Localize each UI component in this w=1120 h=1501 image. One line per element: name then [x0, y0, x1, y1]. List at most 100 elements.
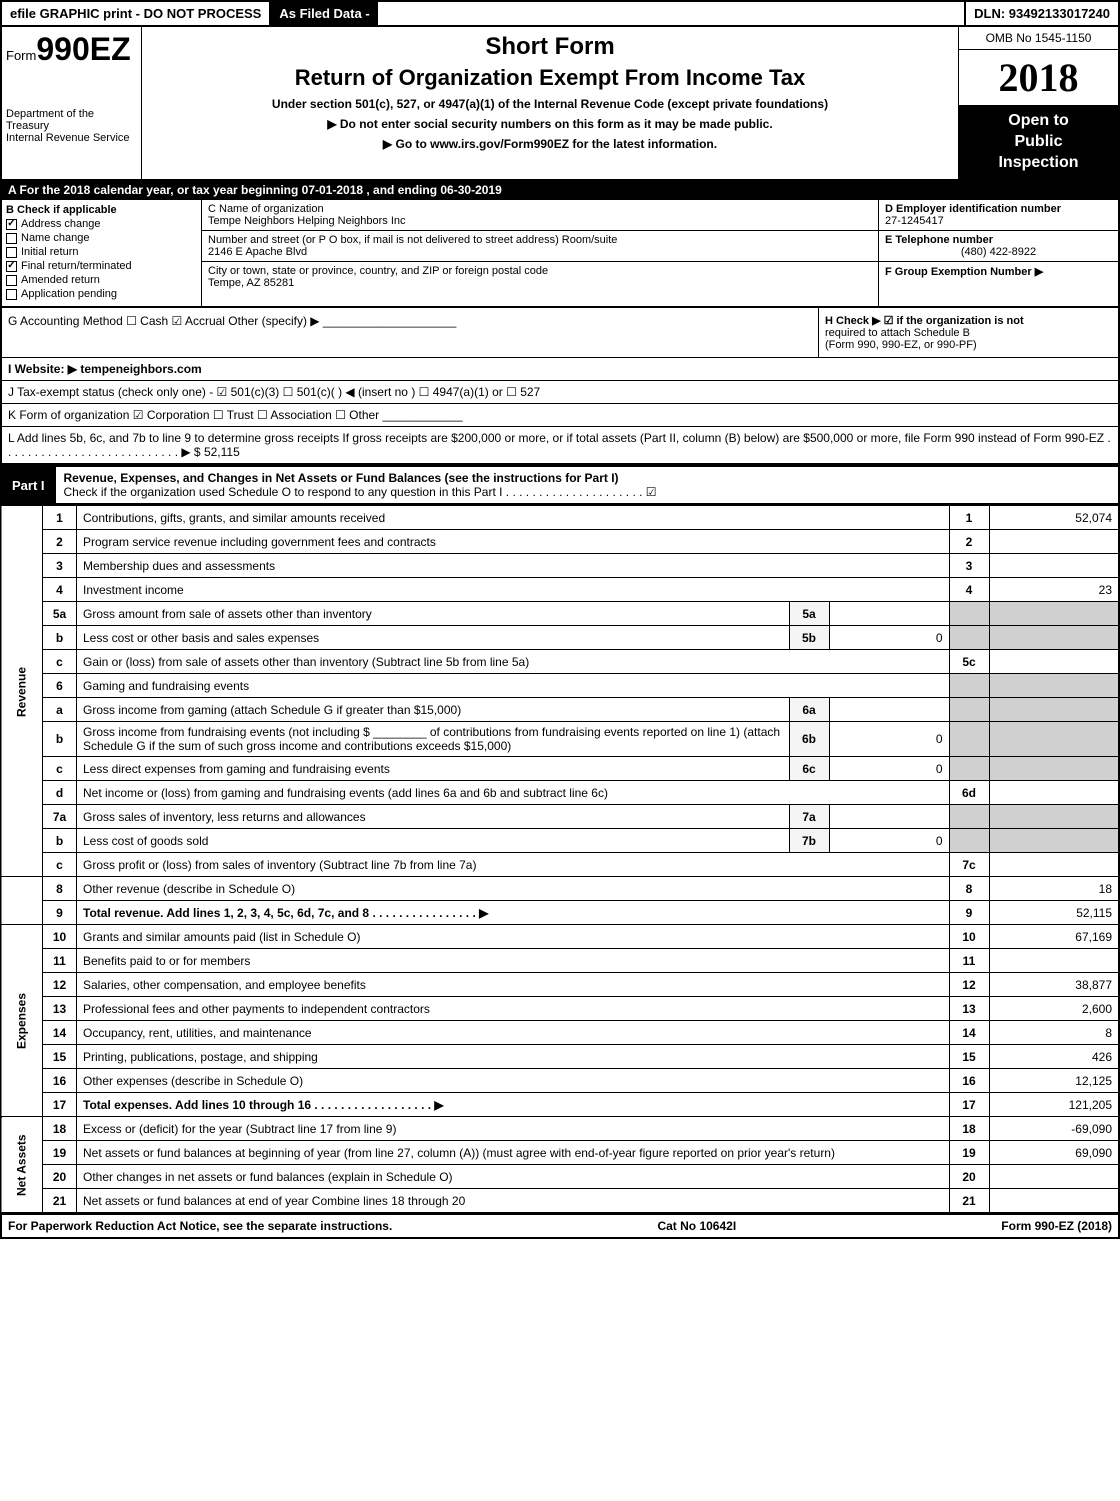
line8-value: 18 [989, 877, 1119, 901]
goto-link[interactable]: ▶ Go to www.irs.gov/Form990EZ for the la… [154, 137, 946, 151]
checkbox-icon [6, 247, 17, 258]
checkbox-icon [6, 233, 17, 244]
org-name: Tempe Neighbors Helping Neighbors Inc [208, 215, 872, 227]
open-to-public: Open to Public Inspection [959, 105, 1118, 179]
table-row: b Less cost of goods sold 7b 0 [1, 829, 1119, 853]
table-row: Revenue 1 Contributions, gifts, grants, … [1, 506, 1119, 530]
entity-info-row: B Check if applicable Address change Nam… [0, 200, 1120, 308]
line9-value: 52,115 [989, 901, 1119, 925]
part1-table: Revenue 1 Contributions, gifts, grants, … [0, 505, 1120, 1214]
form-header: Form990EZ Department of the Treasury Int… [0, 27, 1120, 180]
line16-value: 12,125 [989, 1069, 1119, 1093]
line1-value: 52,074 [989, 506, 1119, 530]
table-row: 21 Net assets or fund balances at end of… [1, 1189, 1119, 1213]
efile-topbar: efile GRAPHIC print - DO NOT PROCESS As … [0, 0, 1120, 27]
omb-number: OMB No 1545-1150 [959, 27, 1118, 50]
ein-value: 27-1245417 [885, 215, 1112, 227]
addr-label: Number and street (or P O box, if mail i… [208, 234, 872, 246]
part1-label: Part I [2, 474, 55, 497]
table-row: 11 Benefits paid to or for members 11 [1, 949, 1119, 973]
checkbox-icon [6, 275, 17, 286]
table-row: 3 Membership dues and assessments 3 [1, 554, 1119, 578]
d-label: D Employer identification number [885, 203, 1112, 215]
box-b-title: B Check if applicable [6, 204, 197, 216]
c-label: C Name of organization [208, 203, 872, 215]
box-def: D Employer identification number 27-1245… [878, 200, 1118, 306]
cat-no: Cat No 10642I [657, 1219, 736, 1233]
line17-value: 121,205 [989, 1093, 1119, 1117]
expenses-side-label: Expenses [1, 925, 43, 1117]
line14-value: 8 [989, 1021, 1119, 1045]
table-row: 15 Printing, publications, postage, and … [1, 1045, 1119, 1069]
efile-print-label: efile GRAPHIC print - DO NOT PROCESS [2, 2, 271, 25]
table-row: 2 Program service revenue including gove… [1, 530, 1119, 554]
form-prefix: Form [6, 48, 36, 63]
tax-year: 2018 [959, 50, 1118, 105]
table-row: 6 Gaming and fundraising events [1, 674, 1119, 698]
i-website[interactable]: I Website: ▶ tempeneighbors.com [8, 362, 202, 376]
table-row: 17 Total expenses. Add lines 10 through … [1, 1093, 1119, 1117]
table-row: 7a Gross sales of inventory, less return… [1, 805, 1119, 829]
table-row: 13 Professional fees and other payments … [1, 997, 1119, 1021]
table-row: a Gross income from gaming (attach Sched… [1, 698, 1119, 722]
table-row: 8 Other revenue (describe in Schedule O)… [1, 877, 1119, 901]
table-row: 4 Investment income 4 23 [1, 578, 1119, 602]
k-form-org: K Form of organization ☑ Corporation ☐ T… [2, 404, 1118, 427]
check-initial-return[interactable]: Initial return [6, 246, 197, 258]
dept-label: Department of the Treasury [6, 108, 137, 132]
check-amended-return[interactable]: Amended return [6, 274, 197, 286]
table-row: 12 Salaries, other compensation, and emp… [1, 973, 1119, 997]
j-tax-exempt: J Tax-exempt status (check only one) - ☑… [2, 381, 1118, 404]
table-row: Net Assets 18 Excess or (deficit) for th… [1, 1117, 1119, 1141]
return-title: Return of Organization Exempt From Incom… [154, 65, 946, 91]
check-address-change[interactable]: Address change [6, 218, 197, 230]
table-row: b Less cost or other basis and sales exp… [1, 626, 1119, 650]
paperwork-notice: For Paperwork Reduction Act Notice, see … [8, 1219, 392, 1233]
line4-value: 23 [989, 578, 1119, 602]
table-row: Expenses 10 Grants and similar amounts p… [1, 925, 1119, 949]
section-a-period: A For the 2018 calendar year, or tax yea… [0, 180, 1120, 200]
subtitle: Under section 501(c), 527, or 4947(a)(1)… [154, 97, 946, 111]
table-row: b Gross income from fundraising events (… [1, 722, 1119, 757]
e-label: E Telephone number [885, 234, 1112, 246]
dln-label: DLN: 93492133017240 [964, 2, 1118, 25]
revenue-side-label: Revenue [1, 506, 43, 877]
city-state-zip: Tempe, AZ 85281 [208, 277, 872, 289]
table-row: 20 Other changes in net assets or fund b… [1, 1165, 1119, 1189]
line13-value: 2,600 [989, 997, 1119, 1021]
as-filed-label: As Filed Data - [271, 2, 377, 25]
table-row: c Less direct expenses from gaming and f… [1, 757, 1119, 781]
form-id-block: Form990EZ Department of the Treasury Int… [2, 27, 142, 179]
part1-title: Revenue, Expenses, and Changes in Net As… [55, 467, 1118, 503]
box-c: C Name of organization Tempe Neighbors H… [202, 200, 878, 306]
table-row: 9 Total revenue. Add lines 1, 2, 3, 4, 5… [1, 901, 1119, 925]
line15-value: 426 [989, 1045, 1119, 1069]
h-schedule-b: H Check ▶ ☑ if the organization is not r… [818, 308, 1118, 357]
table-row: 19 Net assets or fund balances at beginn… [1, 1141, 1119, 1165]
table-row: 5a Gross amount from sale of assets othe… [1, 602, 1119, 626]
check-name-change[interactable]: Name change [6, 232, 197, 244]
netassets-side-label: Net Assets [1, 1117, 43, 1213]
l-gross-receipts: L Add lines 5b, 6c, and 7b to line 9 to … [2, 427, 1118, 463]
gh-block: G Accounting Method ☐ Cash ☑ Accrual Oth… [0, 308, 1120, 465]
check-application-pending[interactable]: Application pending [6, 288, 197, 300]
check-final-return[interactable]: Final return/terminated [6, 260, 197, 272]
table-row: c Gain or (loss) from sale of assets oth… [1, 650, 1119, 674]
form-number: 990EZ [36, 31, 130, 67]
line10-value: 67,169 [989, 925, 1119, 949]
checkbox-icon [6, 261, 17, 272]
g-accounting-method: G Accounting Method ☐ Cash ☑ Accrual Oth… [2, 308, 818, 357]
table-row: c Gross profit or (loss) from sales of i… [1, 853, 1119, 877]
table-row: 16 Other expenses (describe in Schedule … [1, 1069, 1119, 1093]
line18-value: -69,090 [989, 1117, 1119, 1141]
ssn-warning: ▶ Do not enter social security numbers o… [154, 117, 946, 131]
part1-header: Part I Revenue, Expenses, and Changes in… [0, 465, 1120, 505]
f-label: F Group Exemption Number ▶ [885, 265, 1112, 278]
city-label: City or town, state or province, country… [208, 265, 872, 277]
table-row: 14 Occupancy, rent, utilities, and maint… [1, 1021, 1119, 1045]
irs-label: Internal Revenue Service [6, 132, 137, 144]
box-b: B Check if applicable Address change Nam… [2, 200, 202, 306]
short-form-title: Short Form [154, 33, 946, 61]
form-ref: Form 990-EZ (2018) [1001, 1219, 1112, 1233]
year-block: OMB No 1545-1150 2018 Open to Public Ins… [958, 27, 1118, 179]
